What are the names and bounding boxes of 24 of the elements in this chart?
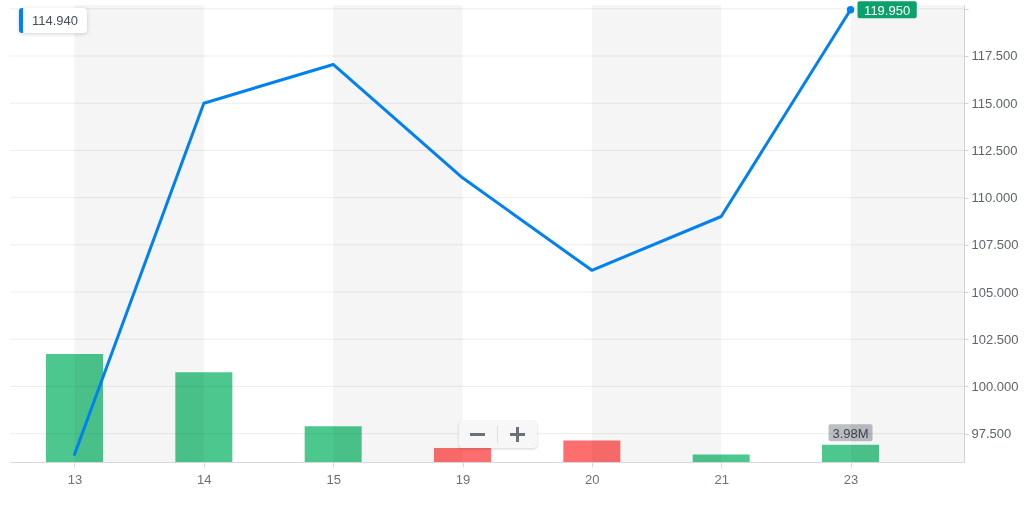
bar (46, 354, 103, 462)
x-tick-label: 23 (843, 471, 859, 487)
x-tick-label: 15 (326, 471, 341, 487)
x-tick-label: 20 (585, 471, 600, 487)
bar (175, 372, 233, 462)
y-tick-label: 107.500 (971, 237, 1019, 253)
x-tick-label: 14 (197, 471, 212, 487)
y-tick-label: 100.000 (971, 378, 1019, 394)
y-tick-label: 112.500 (971, 142, 1018, 158)
annotation: 114.940 (32, 13, 79, 28)
x-tick-label: 13 (67, 471, 83, 487)
bar (304, 426, 362, 462)
y-tick-label: 97.500 (971, 426, 1012, 442)
annotation: 3.98M (832, 425, 869, 441)
y-tick-label: 110.000 (971, 190, 1018, 206)
data-label: 119.950 (864, 2, 911, 18)
y-tick-label: 117.500 (971, 48, 1018, 64)
y-tick-label: 105.000 (971, 284, 1019, 300)
bar (692, 454, 750, 462)
x-tick-label: 19 (455, 471, 471, 487)
bar (563, 440, 621, 462)
y-tick-label: 115.000 (971, 95, 1018, 111)
x-tick-label: 21 (714, 471, 729, 487)
y-tick-label: 102.500 (971, 331, 1019, 347)
